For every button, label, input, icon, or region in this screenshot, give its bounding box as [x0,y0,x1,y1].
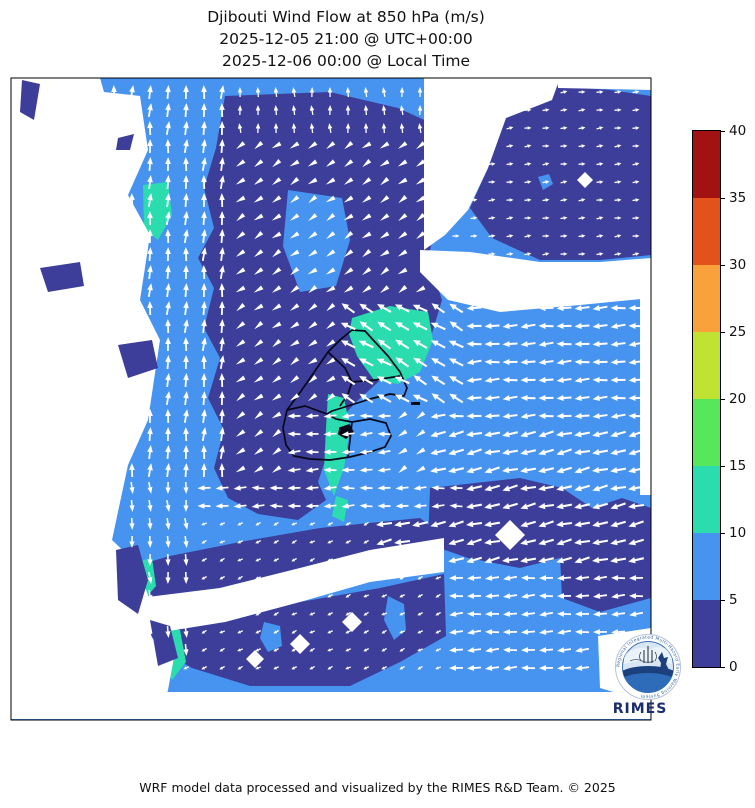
chart-subtitle-local: 2025-12-06 00:00 @ Local Time [221,52,471,70]
chart-title: Djibouti Wind Flow at 850 hPa (m/s) [207,8,485,26]
colorbar-tick-label: 25 [729,324,747,340]
map-frame [10,77,652,721]
colorbar: 0 5 10 15 20 25 30 35 40 [692,123,746,675]
colorbar-tick-label: 20 [729,391,747,407]
colorbar-tick [721,465,725,467]
colorbar-tick-label: 35 [729,190,747,206]
colorbar-tick-label: 5 [729,592,738,608]
logo-wave-dark [622,666,674,679]
colorbar-tick [721,398,725,400]
logo-rimes-wordmark: RIMES [613,701,668,717]
footer-credit: WRF model data processed and visualized … [139,780,616,795]
region-indigo_islands [20,80,178,666]
colorbar-tick-label: 40 [729,123,747,139]
chart-subtitle-utc: 2025-12-05 21:00 @ UTC+00:00 [219,30,473,48]
colorbar-tick [721,599,725,601]
colorbar-tick [721,666,725,668]
logo-figure-silhouette [658,652,669,670]
colorbar-tick [721,331,725,333]
rimes-logo: Regional Integrated Multi-Hazard Early W… [613,634,681,717]
colorbar-tick [721,197,725,199]
colorbar-segment [693,265,720,332]
wind-arrows [111,85,645,671]
colorbar-segment [693,533,720,600]
logo-antenna-arcs [639,651,657,662]
wind-map-generated [10,77,652,721]
colorbar-tick [721,130,725,132]
colorbar-segment [693,131,720,198]
colorbar-tick [721,532,725,534]
colorbar-tick-label: 10 [729,525,747,541]
colorbar-segment [693,332,720,399]
colorbar-segment [693,600,720,667]
region-blue_islands_5_10 [260,174,553,652]
logo-antenna-icon [643,646,653,663]
colorbar-segment [693,399,720,466]
colorbar-bar [692,130,721,668]
colorbar-tick [721,264,725,266]
colorbar-segment [693,466,720,533]
map-field [11,78,651,720]
logo-signal-line [629,659,655,663]
colorbar-tick-label: 15 [729,458,747,474]
colorbar-segment [693,198,720,265]
colorbar-tick-label: 30 [729,257,747,273]
chart-title-block: Djibouti Wind Flow at 850 hPa (m/s) 2025… [0,6,692,72]
colorbar-tick-label: 0 [729,659,738,675]
